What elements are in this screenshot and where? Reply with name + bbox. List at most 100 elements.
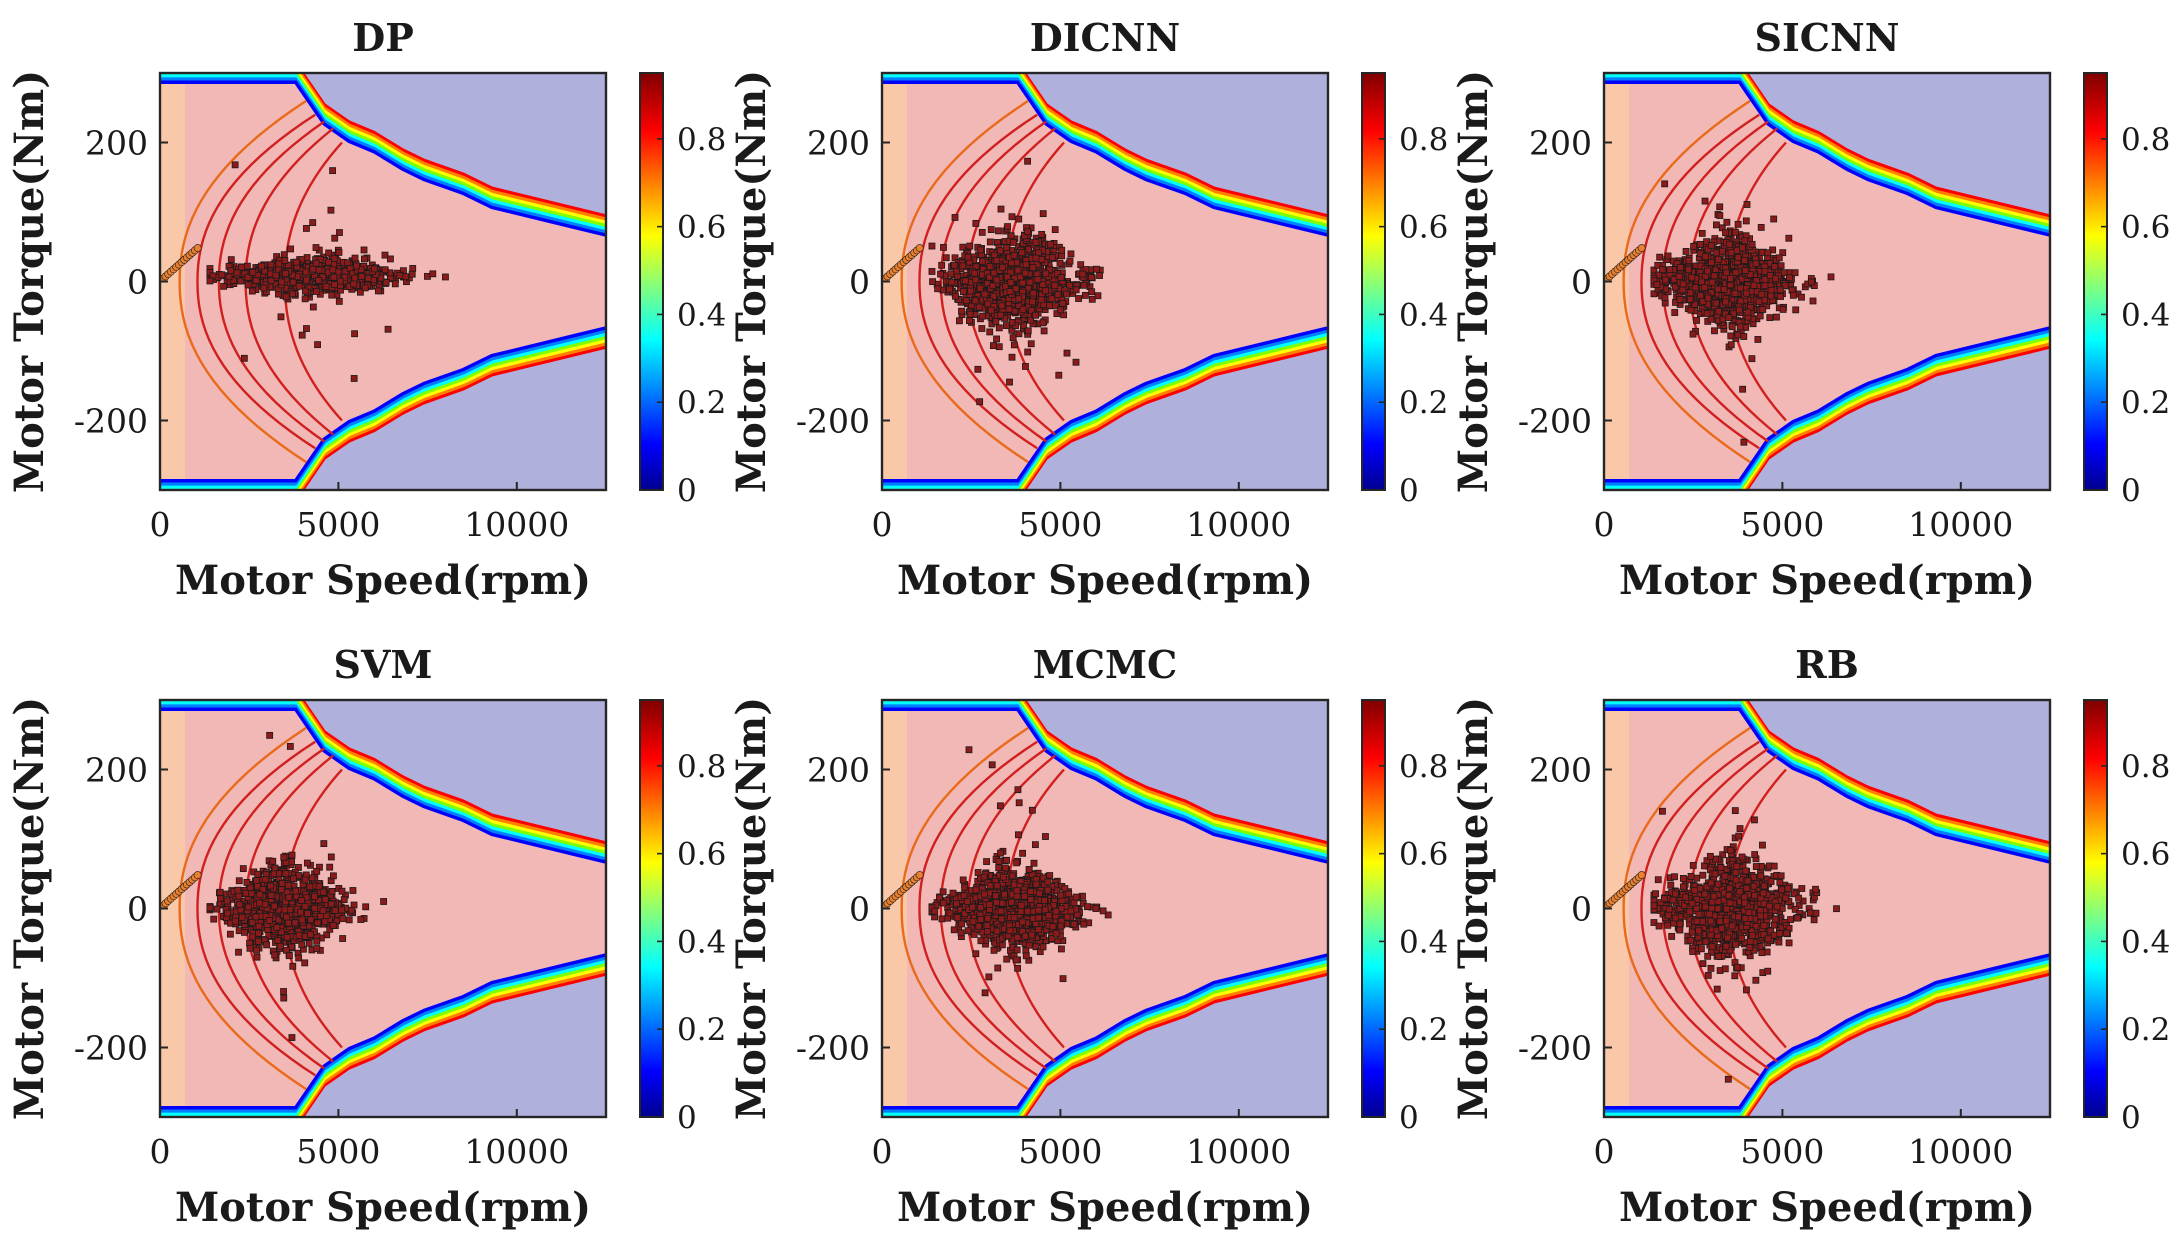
scatter-point [1697, 291, 1705, 299]
scatter-point [1019, 849, 1026, 857]
boundary-band-bottom [160, 332, 606, 489]
scatter-point [284, 881, 292, 889]
scatter-point [1066, 257, 1074, 265]
scatter-point [1729, 310, 1737, 318]
colorbar-tick-label: 0.8 [677, 749, 726, 785]
scatter-point [960, 288, 967, 295]
scatter-point [329, 266, 337, 274]
scatter-point [1063, 349, 1071, 357]
scatter-point [1666, 266, 1674, 273]
efficiency-contour [918, 740, 1038, 1077]
boundary-band-bottom [295, 965, 606, 1117]
y-tick-label: 200 [85, 751, 148, 790]
scatter-point [1037, 296, 1045, 304]
scatter-point [966, 317, 973, 325]
boundary-band-top [1017, 73, 1328, 225]
boundary-band-top [882, 73, 1328, 228]
scatter-point [1781, 282, 1789, 289]
scatter-point [338, 887, 346, 895]
scatter-point [1791, 269, 1799, 277]
boundary-band-bottom [1022, 972, 1328, 1117]
scatter-point [1759, 306, 1767, 313]
boundary-band-top [1744, 73, 2050, 218]
colorbar-tick-label: 0.8 [2121, 122, 2170, 158]
scatter-point [1081, 291, 1089, 299]
scatter-point [987, 306, 995, 314]
scatter-point [303, 325, 310, 332]
scatter-point [358, 273, 366, 280]
scatter-point [305, 939, 313, 947]
scatter-point [1809, 297, 1817, 305]
scatter-point [295, 954, 303, 962]
scatter-point [1714, 256, 1722, 263]
scatter-point [315, 266, 323, 274]
scatter-point [1094, 292, 1102, 300]
scatter-point [936, 894, 943, 902]
scatter-point [278, 886, 285, 894]
scatter-point [1015, 215, 1023, 223]
scatter-point [1752, 259, 1760, 267]
boundary-band-top [882, 80, 1328, 237]
y-tick-label: 0 [127, 890, 148, 929]
scatter-point [315, 883, 323, 890]
scatter-point [1011, 307, 1019, 315]
chart-title: SVM [334, 642, 433, 687]
scatter-point [1761, 267, 1769, 275]
scatter-point [1007, 268, 1015, 276]
scatter-point [267, 892, 275, 899]
scatter-point [295, 282, 303, 290]
scatter-point [1712, 299, 1720, 307]
scatter-point [285, 952, 293, 960]
scatter-point [1055, 371, 1063, 379]
scatter-point [1088, 295, 1096, 303]
scatter-point [308, 874, 316, 882]
scatter-point [1733, 247, 1741, 255]
scatter-point [952, 292, 959, 300]
scatter-point [1708, 278, 1716, 286]
scatter-point [1661, 294, 1669, 302]
scatter-point [1057, 306, 1064, 314]
scatter-point [329, 921, 337, 929]
scatter-point [213, 905, 221, 913]
boundary-band-bottom [160, 962, 606, 1117]
scatter-point [1010, 251, 1018, 259]
scatter-point [238, 913, 246, 921]
scatter-point [1744, 308, 1752, 316]
scatter-point [298, 331, 306, 339]
scatter-point [301, 876, 309, 884]
scatter-point [298, 897, 305, 904]
scatter-point [958, 307, 965, 315]
scatter-point [1740, 438, 1748, 446]
scatter-point [1742, 289, 1750, 297]
scatter-point [286, 743, 294, 750]
efficiency-contour [900, 99, 1029, 464]
scatter-point [322, 282, 330, 290]
scatter-point [311, 904, 319, 912]
scatter-point [1676, 264, 1684, 271]
scatter-point [1010, 238, 1017, 246]
scatter-point [206, 904, 214, 912]
scatter-point [261, 876, 269, 883]
scatter-point [288, 851, 296, 859]
scatter-point [1785, 234, 1793, 242]
scatter-point [1792, 306, 1800, 314]
boundary-band-top [1604, 73, 2050, 228]
scatter-point [1739, 385, 1747, 393]
boundary-band-bottom [882, 953, 1328, 1110]
scatter-point [338, 906, 346, 914]
scatter-point [1685, 257, 1693, 265]
boundary-band-bottom [1604, 329, 2050, 486]
scatter-point [997, 311, 1004, 319]
scatter-point [1038, 230, 1046, 238]
scatter-point [1042, 833, 1049, 840]
scatter-point [1740, 333, 1748, 340]
scatter-point [1707, 315, 1715, 323]
scatter-point [1776, 286, 1784, 294]
scatter-point [964, 253, 972, 261]
scatter-point [306, 883, 314, 891]
boundary-band-top [160, 80, 606, 237]
scatter-point [1088, 288, 1096, 296]
colorbar-tick-label: 0.4 [677, 297, 726, 333]
scatter-point [1748, 240, 1756, 248]
boundary-band-top [160, 73, 606, 228]
